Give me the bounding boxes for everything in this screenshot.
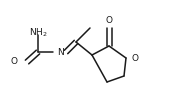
Text: O: O [106,15,112,25]
Text: O: O [11,58,17,66]
Text: N: N [57,48,63,56]
Text: O: O [132,54,139,62]
Text: NH$_2$: NH$_2$ [29,26,47,38]
